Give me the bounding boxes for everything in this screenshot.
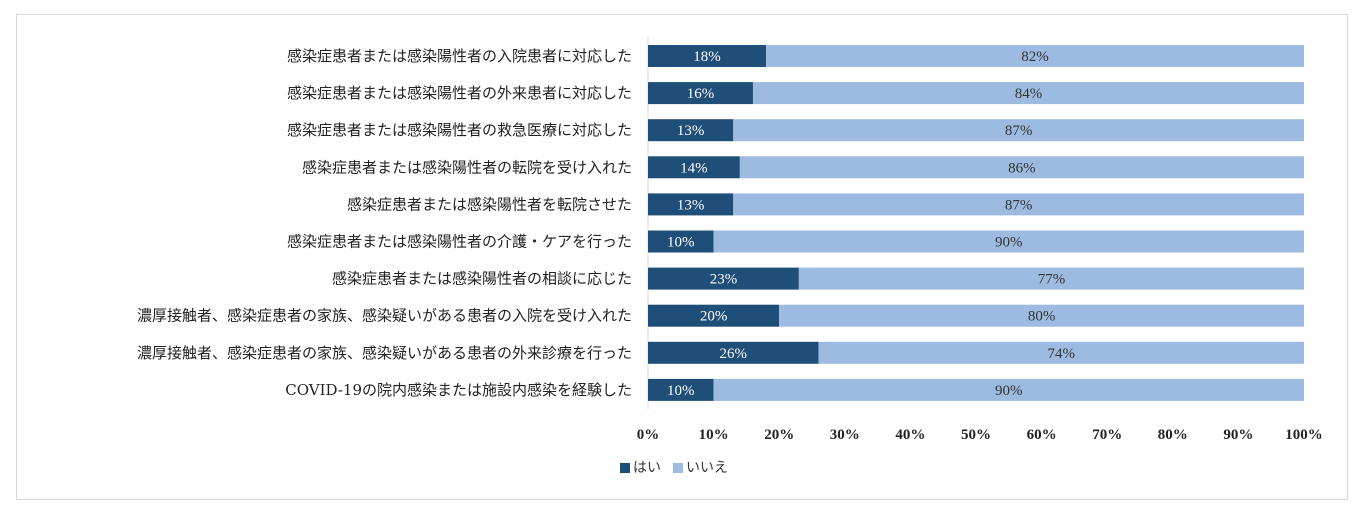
data-label: 16% [687, 86, 715, 102]
bar-no [818, 341, 1304, 364]
bar-yes [648, 304, 780, 327]
bar-no [752, 82, 1304, 105]
category-label: 感染症患者または感染陽性者の外来患者に対応した [287, 84, 632, 102]
legend-swatch-yes [620, 463, 630, 473]
data-label: 84% [1015, 86, 1043, 102]
bar-yes [648, 267, 799, 290]
x-tick-label: 10% [699, 427, 729, 443]
legend-label: はい [633, 460, 661, 476]
data-label: 10% [667, 383, 695, 399]
data-label: 90% [995, 383, 1023, 399]
x-tick-label: 50% [961, 427, 991, 443]
bar-no [739, 156, 1304, 179]
data-label: 18% [693, 49, 721, 65]
category-label: 感染症患者または感染陽性者の介護・ケアを行った [287, 233, 632, 251]
x-tick-label: 80% [1158, 427, 1188, 443]
x-tick-label: 0% [637, 427, 660, 443]
data-label: 10% [667, 235, 695, 251]
bar-yes [648, 378, 714, 401]
bar-no [779, 304, 1304, 327]
data-label: 90% [995, 235, 1023, 251]
bar-yes [648, 230, 714, 253]
x-tick-label: 70% [1092, 427, 1122, 443]
legend-swatch-no [673, 463, 683, 473]
category-label: 感染症患者または感染陽性者の相談に応じた [332, 270, 632, 288]
bar-no [733, 119, 1304, 142]
x-tick-label: 30% [830, 427, 860, 443]
x-tick-label: 40% [895, 427, 925, 443]
bar-no [798, 267, 1304, 290]
bar-yes [648, 82, 753, 105]
bar-yes [648, 193, 734, 216]
category-label: 濃厚接触者、感染症患者の家族、感染疑いがある患者の外来診療を行った [137, 344, 632, 362]
data-label: 77% [1038, 272, 1066, 288]
category-label: 濃厚接触者、感染症患者の家族、感染疑いがある患者の入院を受け入れた [137, 307, 632, 325]
data-label: 26% [720, 346, 748, 362]
bar-no [713, 378, 1304, 401]
bar-yes [648, 119, 734, 142]
x-tick-label: 60% [1027, 427, 1057, 443]
bar-no [766, 45, 1304, 67]
data-label: 14% [680, 160, 708, 176]
bar-no [713, 230, 1304, 253]
bar-yes [648, 45, 767, 67]
bar-yes [648, 341, 819, 364]
category-label: COVID-19の院内感染または施設内感染を経験した [285, 381, 632, 399]
x-tick-label: 100% [1285, 427, 1323, 443]
x-tick-label: 90% [1223, 427, 1253, 443]
category-label: 感染症患者または感染陽性者を転院させた [347, 195, 632, 213]
data-label: 80% [1028, 309, 1056, 325]
data-label: 87% [1005, 197, 1033, 213]
data-label: 74% [1048, 346, 1076, 362]
data-label: 82% [1021, 49, 1049, 65]
bar-yes [648, 156, 740, 179]
data-label: 86% [1008, 160, 1036, 176]
data-label: 87% [1005, 123, 1033, 139]
data-label: 20% [700, 309, 728, 325]
data-label: 13% [677, 123, 705, 139]
data-label: 23% [710, 272, 738, 288]
data-label: 13% [677, 197, 705, 213]
x-tick-label: 20% [764, 427, 794, 443]
bar-no [733, 193, 1304, 216]
category-label: 感染症患者または感染陽性者の入院患者に対応した [287, 47, 632, 65]
category-label: 感染症患者または感染陽性者の転院を受け入れた [302, 158, 632, 176]
legend-label: いいえ [686, 460, 728, 476]
category-label: 感染症患者または感染陽性者の救急医療に対応した [287, 121, 632, 139]
